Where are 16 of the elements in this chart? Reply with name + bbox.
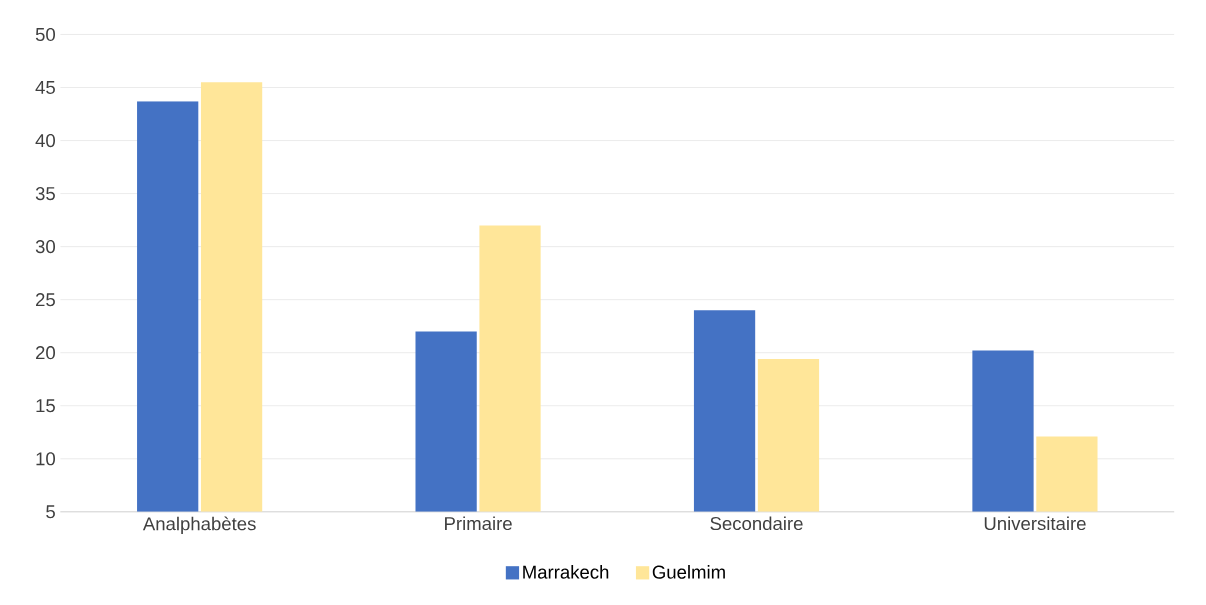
x-tick-label: Secondaire [710,516,803,531]
y-tick-label: 5 [46,505,55,519]
y-tick-label: 35 [35,187,55,201]
y-tick-label: 40 [35,134,56,148]
y-tick-label: 45 [35,81,55,95]
y-tick-label: 10 [36,452,56,466]
y-tick-label: 20 [36,346,56,360]
y-tick-label: 15 [36,399,55,413]
legend-label: Guelmim [652,565,725,579]
y-tick-label: 30 [35,240,56,254]
legend-label: Marrakech [523,565,609,579]
y-tick-label: 50 [35,28,56,42]
x-tick-label: Universitaire [984,516,1086,531]
x-tick-label: Analphabètes [142,516,256,535]
y-tick-label: 25 [36,293,55,307]
x-tick-label: Primaire [445,516,512,531]
